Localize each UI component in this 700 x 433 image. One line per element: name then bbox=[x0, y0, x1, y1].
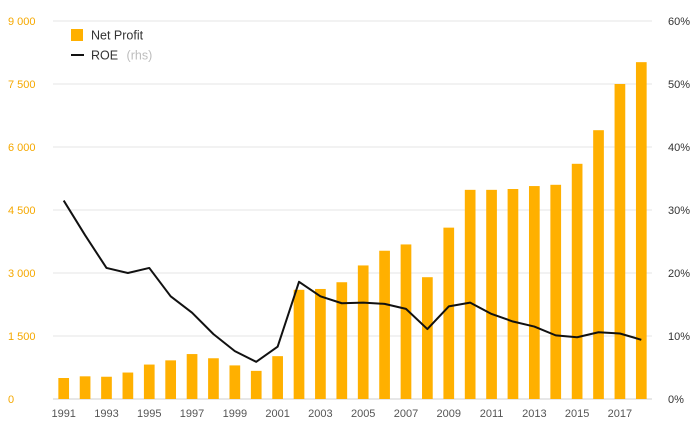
net-profit-bar bbox=[165, 360, 177, 399]
net-profit-bar bbox=[507, 189, 519, 399]
x-axis-tick-label: 1993 bbox=[94, 408, 118, 420]
net-profit-bar bbox=[379, 250, 390, 399]
x-axis-tick-label: 2003 bbox=[308, 408, 332, 420]
legend-label-net-profit: Net Profit bbox=[91, 29, 144, 43]
x-axis-tick-label: 1991 bbox=[51, 408, 75, 420]
x-axis-tick-label: 2017 bbox=[608, 408, 632, 420]
net-profit-bar bbox=[528, 186, 540, 399]
net-profit-bar bbox=[250, 370, 262, 399]
left-axis-tick-label: 9 000 bbox=[8, 16, 36, 28]
legend-label-roe-note: (rhs) bbox=[127, 49, 153, 63]
roe-line-layer bbox=[62, 200, 642, 363]
left-axis-tick-label: 7 500 bbox=[8, 79, 36, 91]
net-profit-bar bbox=[550, 184, 562, 399]
net-profit-bar bbox=[293, 289, 305, 399]
x-axis-tick-label: 2009 bbox=[437, 408, 461, 420]
x-axis-tick-label: 2015 bbox=[565, 408, 589, 420]
x-axis-ticks: 1991 1993 1995 1997 1999 2001 2003 2005 2007 2009… bbox=[51, 408, 632, 420]
net-profit-bar bbox=[101, 376, 112, 399]
net-profit-bar bbox=[79, 376, 91, 399]
right-axis-tick-label: 10% bbox=[668, 331, 690, 343]
net-profit-bar bbox=[208, 358, 219, 399]
net-profit-bar bbox=[229, 365, 241, 399]
net-profit-bar bbox=[143, 364, 155, 399]
legend-swatch-net-profit bbox=[71, 29, 83, 41]
net-profit-bar bbox=[422, 277, 433, 399]
net-profit-bar bbox=[464, 189, 476, 399]
legend: Net Profit ROE (rhs) bbox=[71, 29, 152, 64]
legend-label-roe: ROE (rhs) bbox=[91, 47, 152, 64]
legend-label-roe-text: ROE bbox=[91, 49, 118, 63]
x-axis-tick-label: 2001 bbox=[265, 408, 289, 420]
x-axis-tick-label: 2005 bbox=[351, 408, 375, 420]
net-profit-bar bbox=[272, 356, 283, 399]
right-axis-tick-label: 40% bbox=[668, 142, 690, 154]
net-profit-bar bbox=[486, 189, 497, 399]
net-profit-bar bbox=[443, 227, 455, 399]
right-axis-tick-label: 60% bbox=[668, 16, 690, 28]
x-axis-tick-label: 2011 bbox=[480, 408, 504, 420]
left-axis-tick-label: 0 bbox=[8, 394, 14, 406]
net-profit-bar bbox=[315, 288, 326, 399]
net-profit-bar bbox=[58, 378, 70, 399]
left-axis-tick-label: 3 000 bbox=[8, 268, 36, 280]
net-profit-bar bbox=[571, 163, 583, 399]
net-profit-bar bbox=[186, 354, 198, 399]
net-profit-bar bbox=[635, 62, 647, 399]
right-axis-tick-label: 20% bbox=[668, 268, 690, 280]
net-profit-bar bbox=[614, 84, 626, 399]
left-axis-tick-label: 1 500 bbox=[8, 331, 36, 343]
net-profit-bar bbox=[400, 244, 412, 399]
x-axis-tick-label: 1997 bbox=[180, 408, 204, 420]
right-axis-ticks: 0% 10% 20% 30% 40% 50% 60% bbox=[668, 16, 690, 406]
left-axis-tick-label: 4 500 bbox=[8, 205, 36, 217]
left-axis-ticks: 0 1 500 3 000 4 500 6 000 7 500 9 000 bbox=[8, 16, 36, 406]
roe-line bbox=[62, 200, 642, 363]
x-axis-tick-label: 1995 bbox=[137, 408, 161, 420]
right-axis-tick-label: 50% bbox=[668, 79, 690, 91]
net-profit-bar bbox=[357, 265, 369, 399]
net-profit-bars bbox=[58, 62, 647, 399]
grid-lines bbox=[53, 20, 652, 400]
x-axis-tick-label: 2007 bbox=[394, 408, 418, 420]
right-axis-tick-label: 30% bbox=[668, 205, 690, 217]
left-axis-tick-label: 6 000 bbox=[8, 142, 36, 154]
net-profit-bar bbox=[122, 372, 134, 399]
net-profit-bar bbox=[593, 130, 604, 399]
right-axis-tick-label: 0% bbox=[668, 394, 684, 406]
x-axis-tick-label: 2013 bbox=[522, 408, 546, 420]
net-profit-bar bbox=[336, 282, 348, 399]
x-axis-tick-label: 1999 bbox=[223, 408, 247, 420]
